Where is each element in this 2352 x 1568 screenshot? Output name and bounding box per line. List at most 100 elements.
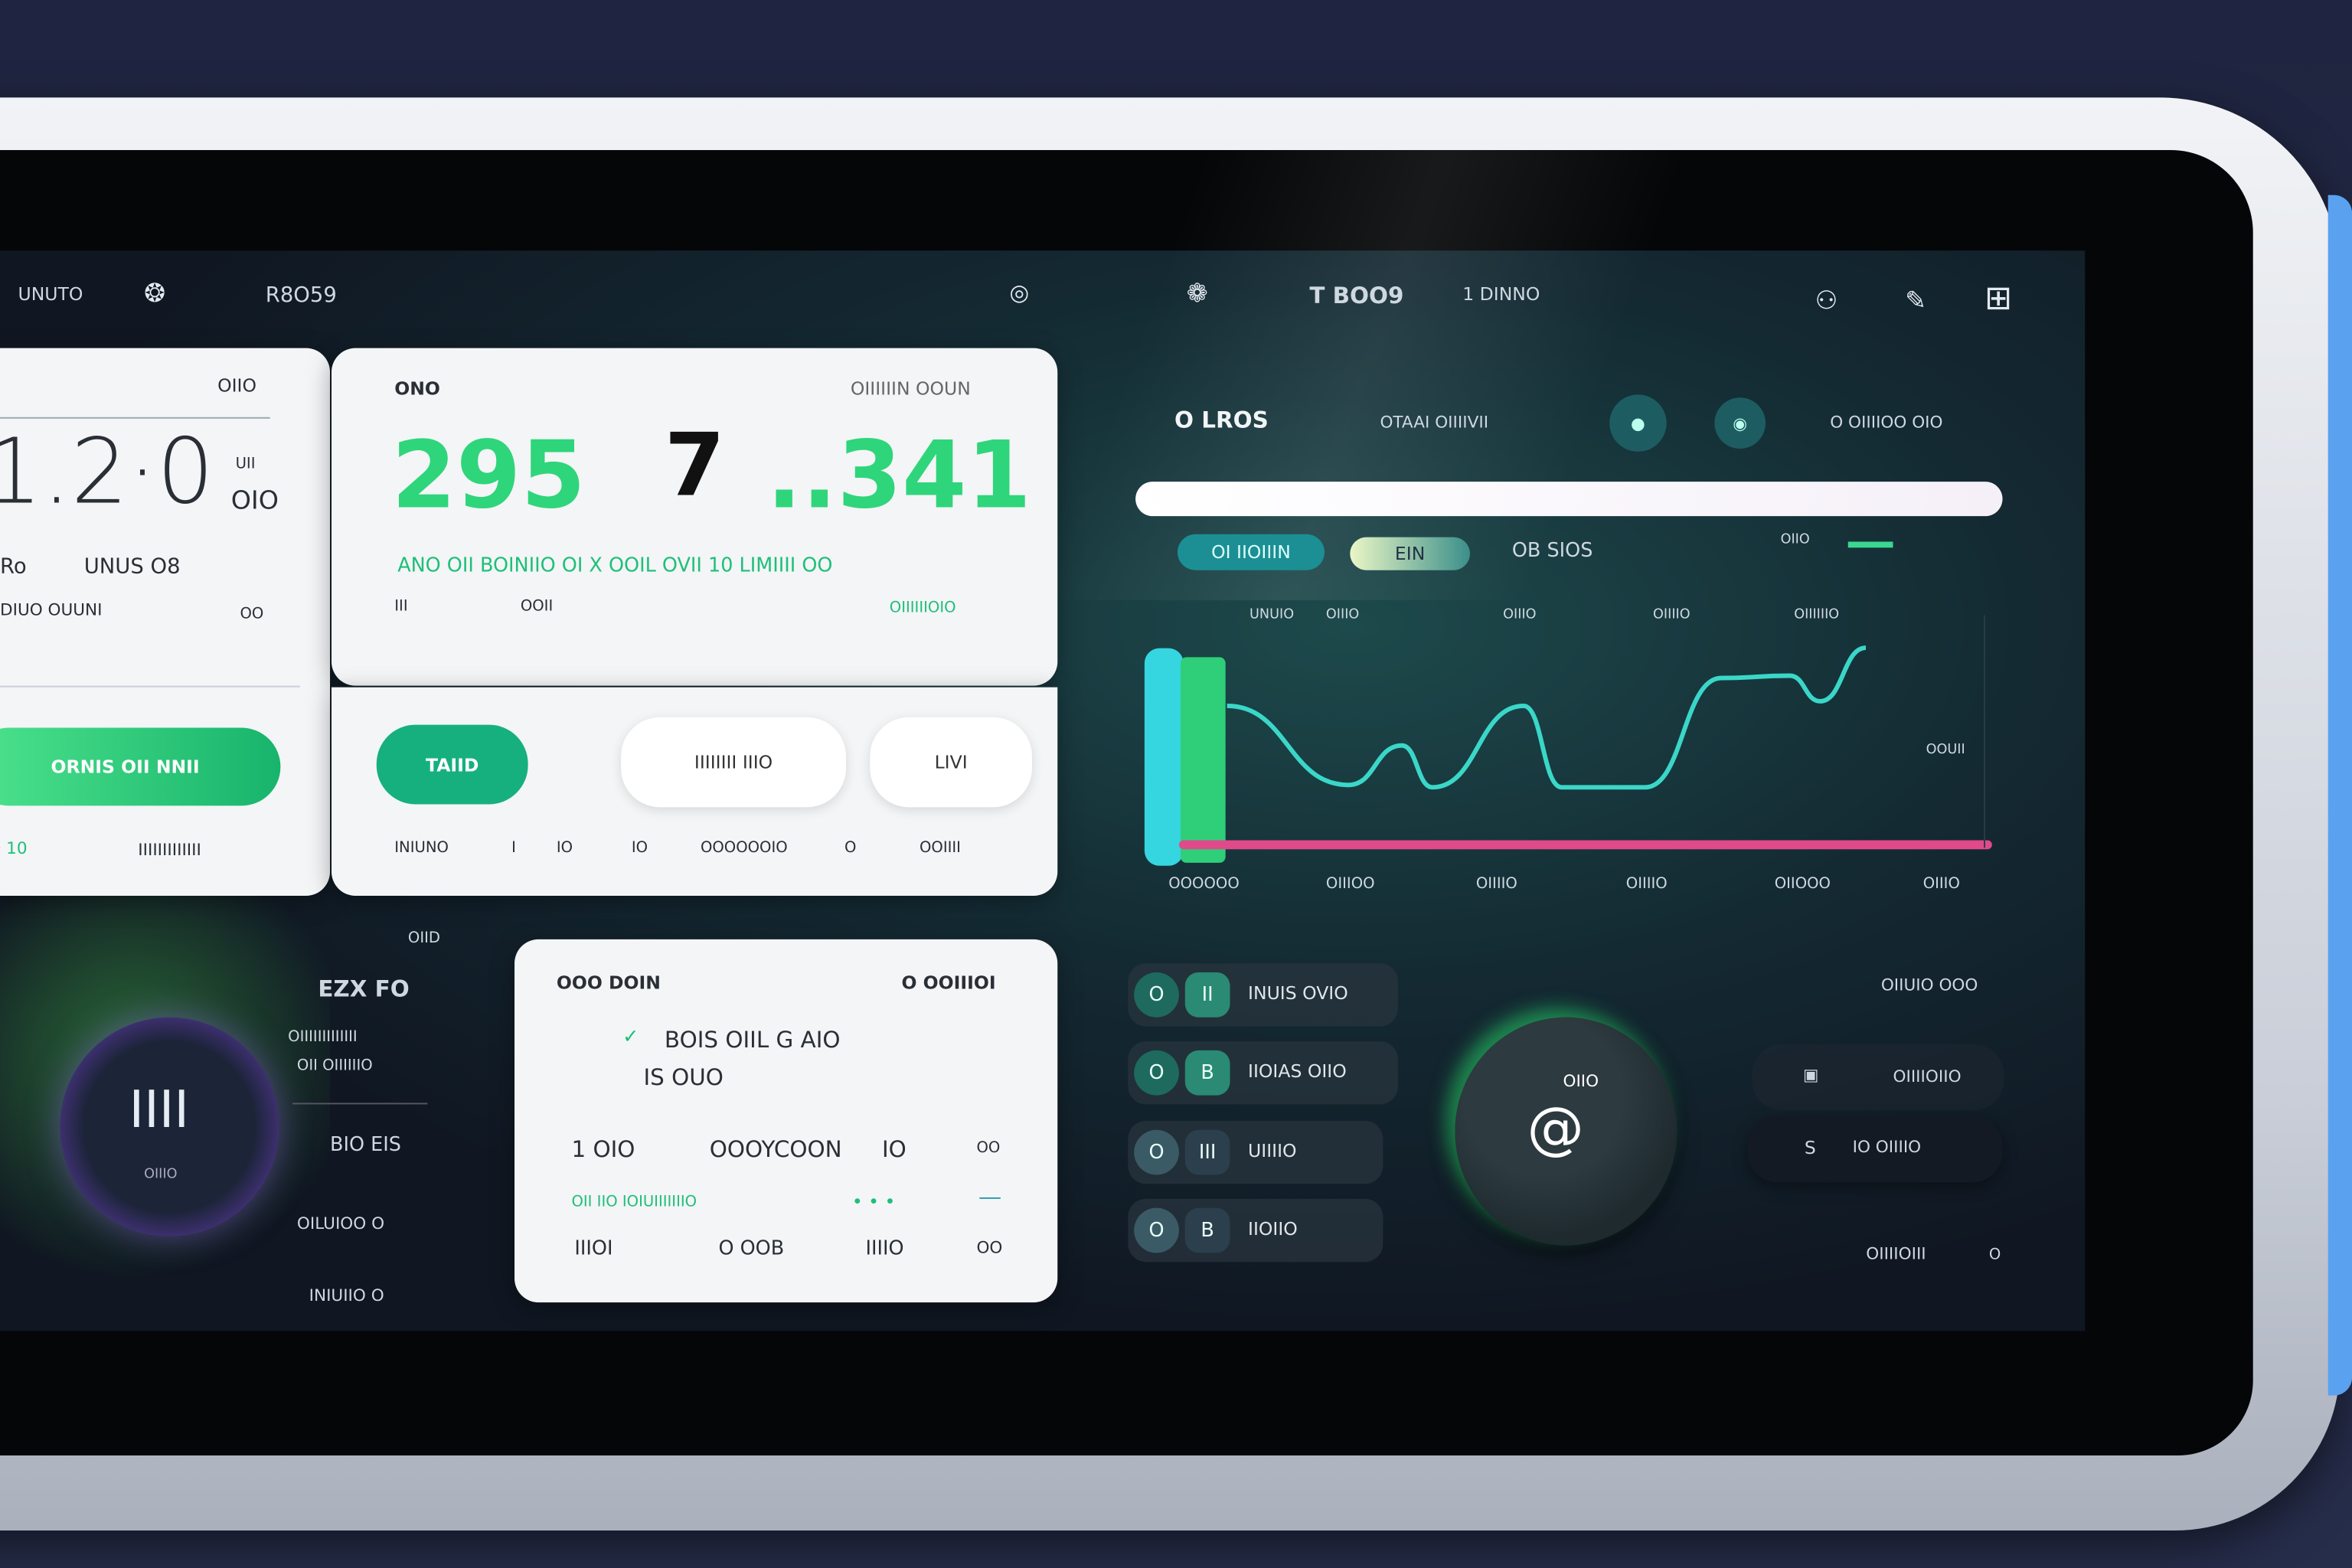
foot-text: OOOOOOIO [700, 840, 788, 858]
user-icon[interactable]: ⚇ [1815, 286, 1838, 317]
secondary-button[interactable]: LIVI [870, 717, 1032, 808]
metric-value: ..341 [766, 420, 1032, 530]
item-icon: O [1134, 1129, 1179, 1175]
gauge-desc: OII OIIIIIIO [296, 1057, 373, 1075]
gauge-top-label: OIID [407, 930, 440, 947]
foot-text: I [511, 840, 516, 858]
detail-card: OOO DOIN O OOIIIOI ✓ BOIS OIIL G AIO IS … [514, 939, 1058, 1303]
row-text: OO [240, 606, 264, 623]
foot-text: O 10 [0, 838, 28, 859]
metric-subtitle: ANO OII BOINIIO OI X OOIL OVII 10 LIMIII… [397, 555, 833, 578]
filter-toggle[interactable]: ● [1609, 394, 1667, 452]
device-edge [2328, 194, 2352, 1396]
primary-button[interactable]: TAIID [376, 724, 528, 805]
card-label: OIIIIIIN OOUN [850, 377, 971, 400]
item-badge: III [1184, 1129, 1230, 1175]
bell-icon[interactable]: ✎ [1905, 286, 1927, 317]
detail-cell: OOOYCOON [709, 1135, 842, 1163]
panel-header-right[interactable]: O OIIIIOO OIO [1830, 412, 1943, 433]
leaf-icon: ✓ [622, 1026, 639, 1049]
nav-item[interactable]: 1 DINNO [1462, 283, 1540, 305]
foot-text: IIIIIIIIIIIII [138, 840, 201, 860]
brain-icon[interactable]: ❁ [1186, 279, 1208, 309]
x-tick-label: OIIIO [1922, 876, 1960, 893]
list-item[interactable]: O B IIOIAS OIIO [1128, 1041, 1398, 1105]
settings-icon[interactable]: ◎ [1009, 279, 1030, 306]
foot-text: IO [631, 840, 648, 858]
foot-text: INIUNO [394, 840, 449, 858]
tab[interactable]: OB SIOS [1511, 540, 1593, 563]
card-label: OOO DOIN [556, 972, 661, 994]
chart-bar [1180, 657, 1226, 863]
list-item[interactable]: O III UIIIIO [1128, 1120, 1383, 1184]
item-label: IIOIIO [1248, 1218, 1298, 1240]
gauge-value: IIII [129, 1080, 190, 1141]
gauge-desc: OIIIIIIIIIIIII [288, 1029, 358, 1046]
column-label: OIIIO [1503, 607, 1537, 623]
sub-text: OOII [520, 598, 554, 616]
globe-icon[interactable]: ❂ [144, 279, 166, 309]
unit: UII [235, 456, 256, 473]
option-item[interactable]: S IO OIIIIO [1747, 1116, 2003, 1183]
foot-text: OOIIII [919, 840, 961, 858]
stat-card-1: OIIO 1.2·0 UII OIO Ro UNUS O8 DIUO OUUNI… [0, 348, 331, 897]
assistant-label: OIIO [1563, 1071, 1599, 1091]
tab[interactable]: EIN [1350, 537, 1471, 570]
item-label: IIOIAS OIIO [1248, 1060, 1347, 1083]
detail-text: IS OUO [643, 1063, 724, 1091]
foot-text: O [844, 840, 857, 858]
detail-cell: IO [882, 1135, 906, 1163]
x-tick-label: OIIIIO [1625, 876, 1668, 893]
x-tick-label: OIIIIO [1475, 876, 1517, 893]
item-icon: O [1134, 972, 1179, 1018]
divider [0, 416, 270, 419]
option-icon: ▣ [1802, 1065, 1819, 1085]
detail-cell: 1 OIO [571, 1135, 635, 1163]
gauge-dial[interactable]: IIII OIIIO [60, 1017, 279, 1236]
foot-text: IO [556, 840, 573, 858]
detail-cell: O OOB [718, 1237, 785, 1261]
column-label: OIIIIIIO [1794, 607, 1840, 623]
panel-title: OIIUIO OOO [1880, 975, 1978, 995]
action-card: TAIID IIIIIIII IIIO LIVI INIUNO I IO IO … [331, 687, 1058, 897]
panel-subtitle: OTAAI OIIIIVII [1380, 412, 1489, 433]
option-item[interactable]: ▣ OIIIIOIIO [1752, 1044, 2004, 1111]
search-bar[interactable] [1135, 482, 2003, 517]
option-icon: S [1804, 1137, 1816, 1158]
row-text: UNUS O8 [83, 555, 181, 580]
tab-active[interactable]: OI IIOIIIN [1177, 534, 1325, 570]
panel-footer: OIIIIOIII [1866, 1243, 1926, 1264]
sub-text: III [394, 598, 408, 616]
sub-text: OIIIIIIOIO [889, 599, 956, 617]
secondary-button[interactable]: IIIIIIII IIIO [621, 717, 846, 808]
item-label: UIIIIO [1248, 1140, 1297, 1161]
nav-item[interactable]: R8O59 [265, 283, 337, 308]
list-item[interactable]: O B IIOIIO [1128, 1198, 1383, 1263]
nav-item[interactable]: UNUTO [18, 283, 83, 305]
gauge-unit: OIIIO [144, 1167, 178, 1183]
gauge-title: EZX FO [318, 975, 410, 1003]
list-item[interactable]: O II INUIS OVIO [1128, 963, 1398, 1027]
chart-bar [1144, 648, 1184, 866]
progress-dots: • • • [851, 1191, 896, 1213]
item-icon: O [1134, 1050, 1179, 1096]
item-badge: II [1184, 972, 1230, 1018]
stat-card-2: ONO OIIIIIIN OOUN 295 7 ..341 ANO OII BO… [331, 348, 1058, 686]
item-label: INUIS OVIO [1248, 982, 1348, 1004]
at-icon: @ [1527, 1095, 1584, 1161]
row-text: Ro [0, 555, 27, 580]
primary-button[interactable]: ORNIS OII NNII [0, 727, 281, 806]
detail-cell: IIIOI [574, 1237, 613, 1261]
column-label: UNUIO [1250, 607, 1295, 623]
grid-icon[interactable]: ⊞ [1984, 280, 2013, 318]
metric-value: 295 [391, 420, 586, 530]
nav-title: T BOO9 [1309, 282, 1404, 309]
option-label: OIIIIOIIO [1893, 1067, 1962, 1086]
card-label: OIIO [217, 374, 256, 397]
card-label: ONO [394, 377, 440, 400]
line-chart [1144, 615, 1992, 866]
item-badge: B [1184, 1050, 1230, 1096]
filter-toggle[interactable]: ◉ [1714, 397, 1766, 449]
x-tick-label: OIIOOO [1774, 876, 1831, 893]
assistant-button[interactable]: OIIO @ [1455, 1017, 1677, 1246]
